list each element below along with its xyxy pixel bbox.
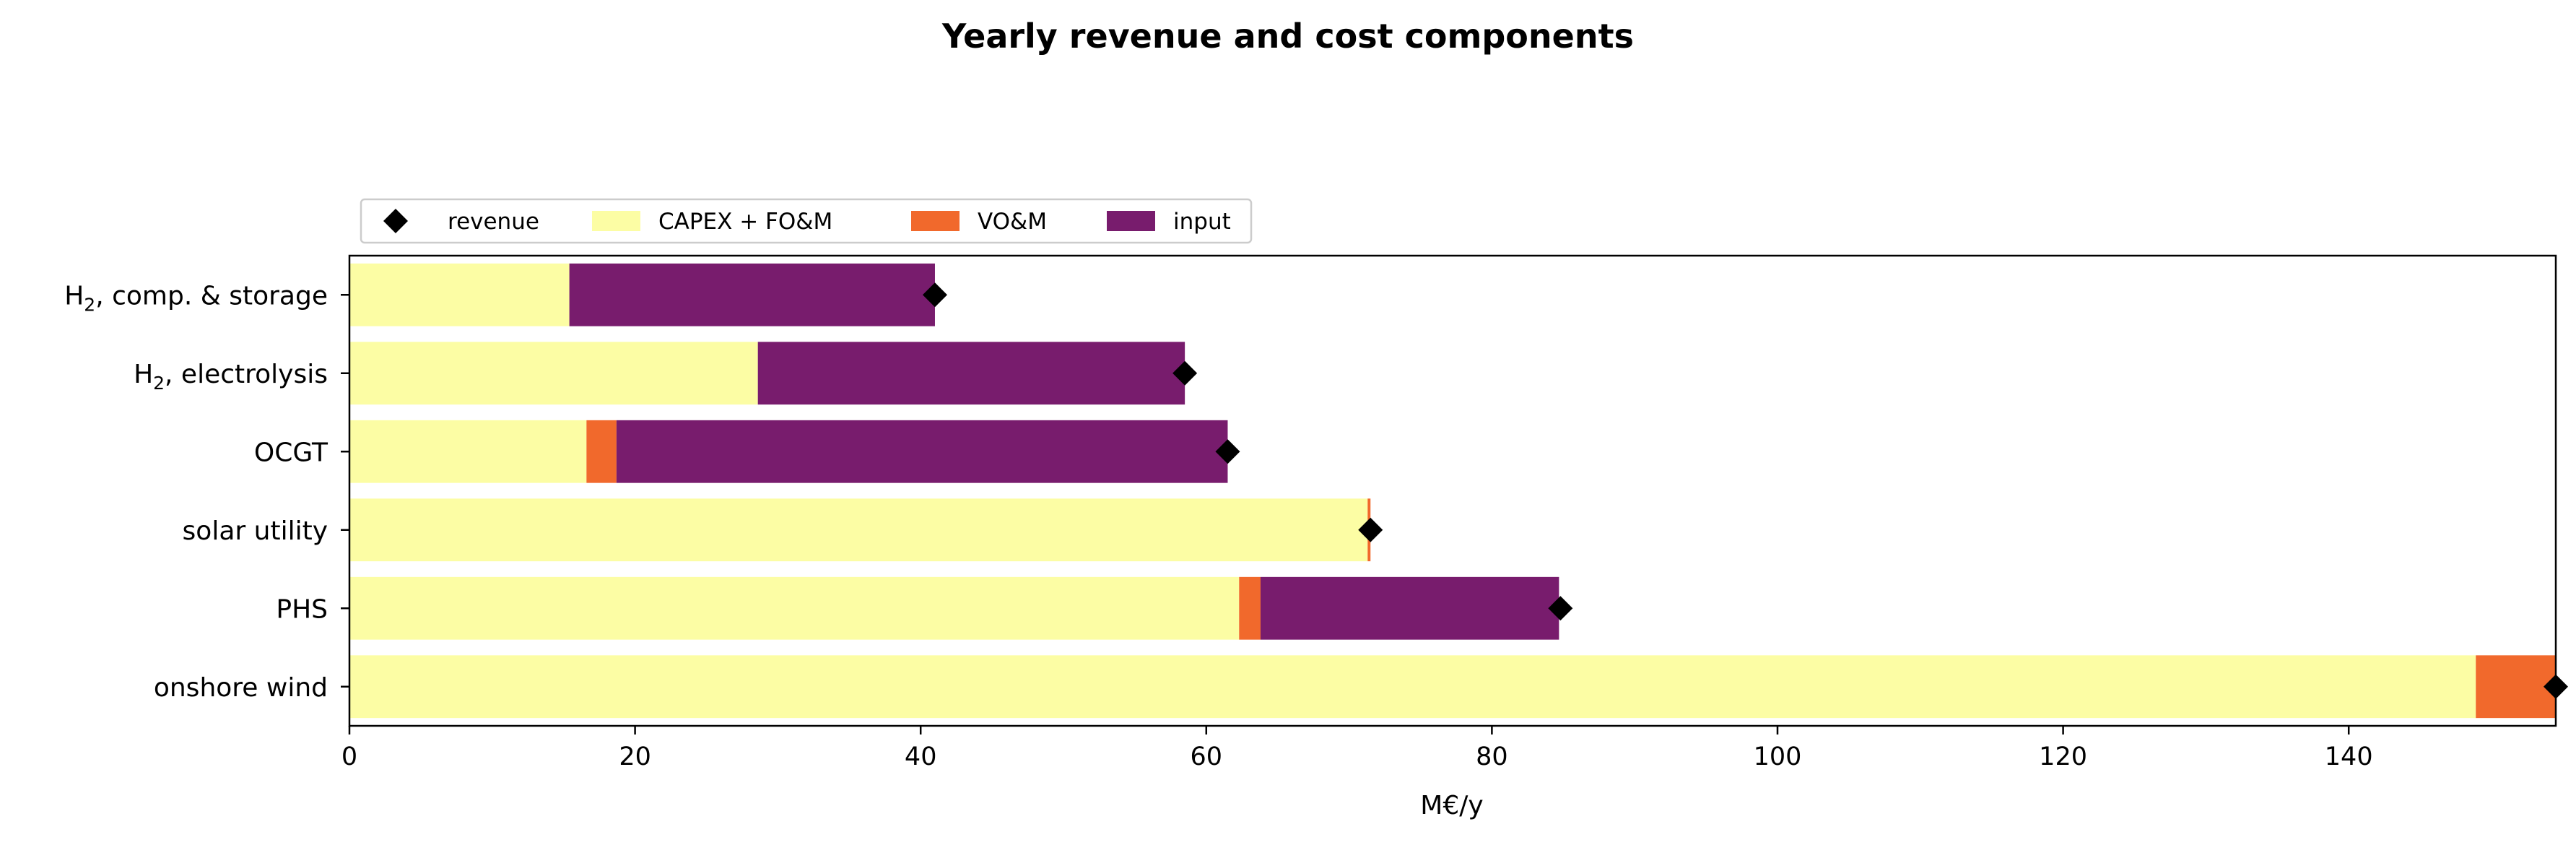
bar-segment-capex [349, 420, 587, 483]
revenue-marker [922, 282, 947, 308]
bar-segment-input [616, 420, 1228, 483]
bar-segment-capex [349, 576, 1240, 640]
x-tick-label: 20 [619, 742, 651, 771]
revenue-marker [1548, 596, 1573, 621]
plot-area: 0 20 40 60 80 100 120 140 H2, comp. & storage H2,… [64, 254, 2568, 771]
legend-label: input [1173, 209, 1231, 235]
x-tick-label: 80 [1476, 742, 1508, 771]
legend-label: VO&M [978, 209, 1047, 235]
legend-swatch [911, 211, 960, 231]
legend-swatch [1107, 211, 1155, 231]
bar-segment-vom [1239, 576, 1261, 640]
x-tick-label: 140 [2325, 742, 2373, 771]
revenue-marker [1215, 439, 1240, 464]
revenue-marker [1358, 517, 1383, 542]
legend-box [360, 198, 1253, 244]
legend-label: revenue [448, 209, 539, 235]
legend: revenue CAPEX + FO&M VO&M input [360, 198, 1253, 244]
bar-segment-capex [349, 342, 758, 405]
legend-swatch [592, 211, 640, 231]
x-tick-label: 120 [2039, 742, 2087, 771]
x-tick-label: 60 [1191, 742, 1223, 771]
revenue-marker [1172, 360, 1198, 386]
x-tick-label: 0 [341, 742, 357, 771]
x-tick-label: 40 [905, 742, 937, 771]
plot-frame [348, 254, 2557, 727]
y-tick-label: H2, comp. & storage [64, 281, 328, 315]
y-tick-label: OCGT [254, 438, 328, 467]
y-tick-label: onshore wind [154, 673, 328, 703]
x-axis-label: M€/y [1420, 791, 1483, 820]
y-tick-label: PHS [276, 594, 328, 624]
x-tick-label: 100 [1754, 742, 1802, 771]
chart-title: Yearly revenue and cost components [941, 17, 1634, 56]
y-tick-label: H2, electrolysis [134, 360, 328, 394]
bar-segment-input [569, 263, 935, 326]
legend-revenue-icon [383, 209, 408, 233]
y-tick-label: solar utility [183, 516, 328, 546]
bar-segment-capex [349, 263, 570, 326]
bar-segment-input [1260, 576, 1559, 640]
bar-segment-capex [349, 498, 1368, 562]
bar-segment-vom [586, 420, 617, 483]
bar-segment-capex [349, 655, 2476, 719]
legend-label: CAPEX + FO&M [658, 209, 832, 235]
bar-segment-input [757, 342, 1185, 405]
bar-segment-vom [2476, 655, 2556, 719]
